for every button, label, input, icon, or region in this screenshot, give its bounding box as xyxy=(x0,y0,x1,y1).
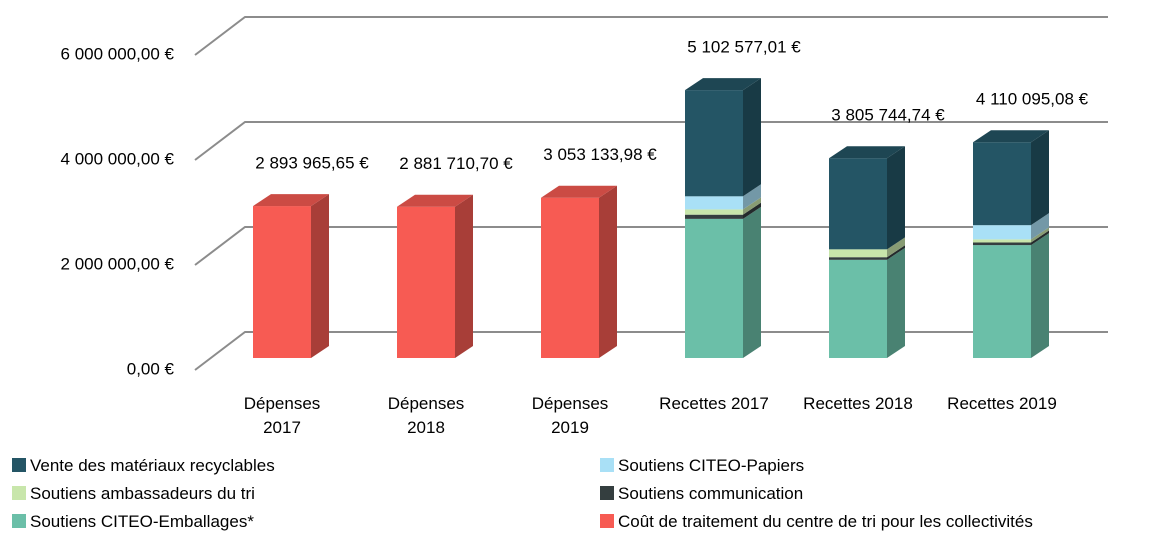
legend-label: Vente des matériaux recyclables xyxy=(30,456,275,475)
total-label: 2 881 710,70 € xyxy=(399,154,513,173)
bar-segment xyxy=(685,209,743,215)
bar-segment xyxy=(541,197,599,358)
bar-segment xyxy=(685,90,743,197)
x-tick-label: Recettes 2017 xyxy=(659,394,769,413)
total-label: 4 110 095,08 € xyxy=(976,90,1089,109)
legend-item: Coût de traitement du centre de tri pour… xyxy=(600,512,1033,532)
legend-swatch xyxy=(12,458,26,472)
bar-top xyxy=(973,130,1049,143)
grid-line xyxy=(194,226,1108,266)
x-tick-label: Dépenses 2017 xyxy=(243,394,321,437)
y-tick-label: 6 000 000,00 € xyxy=(61,44,175,63)
bar-side xyxy=(743,206,761,358)
bar-segment xyxy=(829,257,887,260)
legend-label: Soutiens ambassadeurs du tri xyxy=(30,484,255,503)
bar-side xyxy=(887,245,905,260)
bar-top xyxy=(541,185,617,198)
legend-item: Soutiens communication xyxy=(600,484,803,504)
bar-side xyxy=(1031,227,1049,243)
bar-side xyxy=(887,247,905,358)
legend-label: Soutiens CITEO-Emballages* xyxy=(30,512,254,531)
grid-line xyxy=(194,121,1108,161)
x-tick-label: Recettes 2019 xyxy=(947,394,1057,413)
bar-top xyxy=(685,78,761,91)
bar-side xyxy=(599,185,617,358)
bar-top xyxy=(829,146,905,159)
total-label: 3 805 744,74 € xyxy=(831,106,945,125)
bar-side xyxy=(743,202,761,219)
legend-item: Soutiens CITEO-Emballages* xyxy=(12,512,254,532)
bar-segment xyxy=(685,214,743,219)
legend-swatch xyxy=(12,486,26,500)
bar-side xyxy=(311,194,329,358)
bar-segment xyxy=(973,242,1031,246)
x-tick-label: Dépenses 2018 xyxy=(387,394,465,437)
bar-side xyxy=(1031,213,1049,240)
y-tick-label: 4 000 000,00 € xyxy=(61,149,175,168)
bar-side xyxy=(743,197,761,215)
bar-segment xyxy=(973,245,1031,358)
bar-segment xyxy=(829,249,887,258)
bar-top xyxy=(397,194,473,207)
legend-label: Soutiens communication xyxy=(618,484,804,503)
legend-swatch xyxy=(600,458,614,472)
legend-label: Soutiens CITEO-Papiers xyxy=(618,456,805,475)
y-tick-label: 0,00 € xyxy=(127,359,175,378)
bar-side xyxy=(743,184,761,210)
bar-side xyxy=(1031,233,1049,358)
bar-side xyxy=(455,194,473,358)
total-label: 2 893 965,65 € xyxy=(255,154,369,173)
grid-line xyxy=(194,16,1108,56)
bar-side xyxy=(887,237,905,258)
total-label: 3 053 133,98 € xyxy=(543,145,657,164)
bar-segment xyxy=(973,142,1031,226)
bar-segment xyxy=(685,196,743,210)
legend-item: Vente des matériaux recyclables xyxy=(12,456,275,476)
x-tick-label: Dépenses 2019 xyxy=(531,394,609,437)
total-label: 5 102 577,01 € xyxy=(687,38,801,57)
bar-side xyxy=(743,78,761,197)
legend-swatch xyxy=(600,486,614,500)
y-tick-label: 2 000 000,00 € xyxy=(61,254,175,273)
bar-segment xyxy=(829,259,887,358)
bar-side xyxy=(1031,230,1049,246)
bar-segment xyxy=(397,206,455,358)
bar-segment xyxy=(973,225,1031,240)
bar-segment xyxy=(973,239,1031,243)
bar-side xyxy=(1031,130,1049,226)
legend-item: Soutiens CITEO-Papiers xyxy=(600,456,804,476)
bar-segment xyxy=(685,218,743,358)
bar-segment xyxy=(253,206,311,358)
bar-top xyxy=(253,194,329,207)
legend-swatch xyxy=(600,514,614,528)
bar-segment xyxy=(829,158,887,250)
legend-label: Coût de traitement du centre de tri pour… xyxy=(618,512,1033,531)
legend-swatch xyxy=(12,514,26,528)
x-tick-label: Recettes 2018 xyxy=(803,394,913,413)
bar-side xyxy=(887,146,905,250)
grid-line xyxy=(194,331,1108,371)
legend-item: Soutiens ambassadeurs du tri xyxy=(12,484,255,504)
